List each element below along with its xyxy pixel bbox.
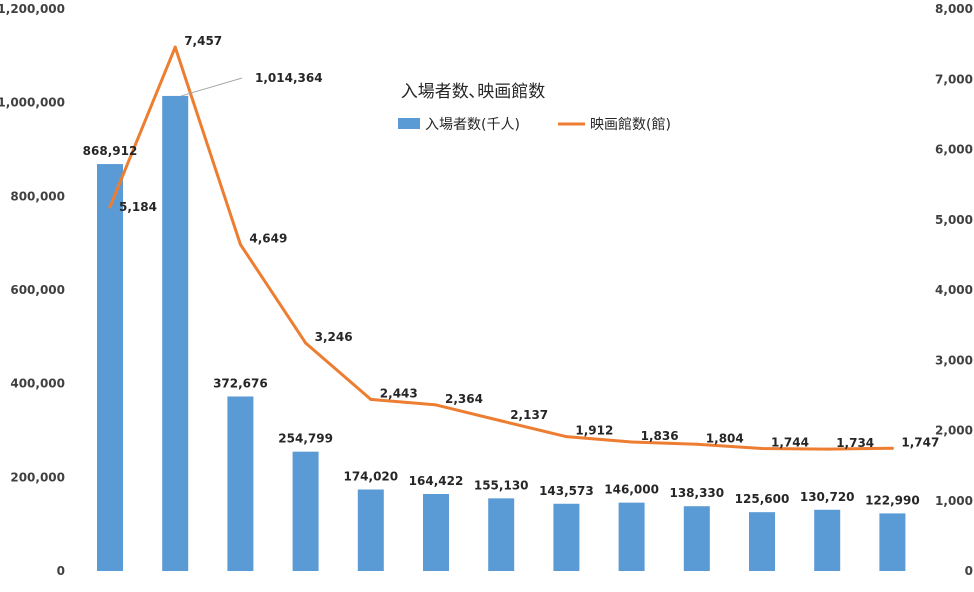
bar-data-label: 122,990 [865, 493, 920, 507]
y-axis-right: 0 1,000 2,000 3,000 4,000 5,000 6,000 7,000 8,00… [935, 2, 973, 578]
line-point [825, 447, 829, 451]
bar-data-label: 138,330 [669, 486, 724, 500]
line-point [434, 403, 438, 407]
y-right-tick-label: 2,000 [935, 424, 973, 438]
line-point [760, 446, 764, 450]
line-point [304, 341, 308, 345]
line-data-label: 1,912 [575, 424, 613, 438]
y-right-tick-label: 8,000 [935, 2, 973, 16]
bar-data-label: 130,720 [800, 490, 855, 504]
line-data-label: 5,184 [119, 200, 157, 214]
bar [357, 489, 384, 571]
bar-data-label: 1,014,364 [255, 71, 323, 85]
bar [423, 493, 449, 571]
legend-label-theaters: 映画館数(館) [590, 116, 671, 133]
line-data-label: 1,744 [771, 435, 809, 449]
line-data-label: 2,443 [380, 386, 418, 400]
line-data-label: 1,836 [641, 429, 679, 443]
y-left-tick-label: 200,000 [10, 470, 65, 484]
legend: 入場者数(千人) 映画館数(館) [398, 116, 671, 133]
bar [553, 503, 580, 571]
bar-data-label-leader [181, 77, 243, 97]
legend-swatch-visitors [398, 118, 420, 129]
line-point [630, 440, 634, 444]
bar [162, 95, 189, 572]
line-series [108, 45, 894, 451]
y-right-tick-label: 1,000 [935, 494, 973, 508]
bar-data-label: 155,130 [474, 478, 529, 492]
line-data-label: 4,649 [249, 231, 287, 245]
bar-data-label: 868,912 [83, 144, 138, 158]
line-data-label: 2,137 [510, 408, 548, 422]
bar [97, 164, 123, 571]
y-right-tick-label: 4,000 [935, 283, 973, 297]
line-point [499, 419, 503, 423]
line-data-label: 1,804 [706, 431, 744, 445]
line-point [108, 205, 112, 209]
line-data-label: 1,747 [901, 435, 939, 449]
line-data-label: 2,364 [445, 392, 483, 406]
bar-data-label: 125,600 [735, 492, 790, 506]
y-left-tick-label: 600,000 [10, 283, 65, 297]
bar-data-label: 174,020 [343, 470, 398, 484]
bar-data-label: 164,422 [409, 474, 464, 488]
line-point [695, 442, 699, 446]
y-axis-left: 0 200,000 400,000 600,000 800,000 1,000,000 1,… [0, 2, 65, 578]
bar-data-label: 372,676 [213, 376, 268, 390]
bar [683, 506, 710, 571]
y-right-tick-label: 6,000 [935, 143, 973, 157]
line-data-label: 3,246 [315, 330, 353, 344]
y-left-tick-label: 1,200,000 [0, 2, 65, 16]
y-left-tick-label: 0 [57, 564, 65, 578]
bar [618, 502, 645, 571]
bar-data-label: 254,799 [278, 432, 333, 446]
y-left-tick-label: 400,000 [10, 377, 65, 391]
line-point [890, 446, 894, 450]
bar [749, 512, 775, 571]
bar [879, 513, 906, 571]
line-point [238, 242, 242, 246]
y-right-tick-label: 7,000 [935, 72, 973, 86]
data-labels: 868,912 372,676 254,799 174,020 164,422 155,1… [83, 34, 940, 507]
line-point [369, 397, 373, 401]
line-point [173, 45, 177, 49]
y-left-tick-label: 800,000 [10, 189, 65, 203]
line-point [564, 435, 568, 439]
y-right-tick-label: 5,000 [935, 213, 973, 227]
bar [227, 396, 254, 571]
legend-label-visitors: 入場者数(千人) [425, 117, 520, 133]
bar [292, 451, 319, 571]
y-right-tick-label: 0 [965, 564, 973, 578]
line-data-label: 7,457 [184, 34, 222, 48]
line-data-label: 1,734 [836, 436, 874, 450]
y-left-tick-label: 1,000,000 [0, 96, 65, 110]
bar-data-label: 143,573 [539, 484, 594, 498]
bar-series [97, 95, 906, 572]
y-right-tick-label: 3,000 [935, 353, 973, 367]
bar [488, 498, 515, 571]
chart-title: 入場者数､映画館数 [401, 82, 546, 102]
bar-data-label: 146,000 [604, 483, 659, 497]
bar [814, 509, 841, 571]
